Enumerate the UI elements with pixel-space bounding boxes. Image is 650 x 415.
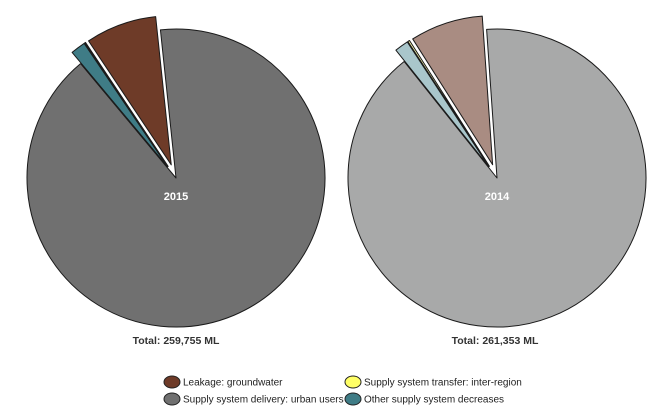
pie-slice-leakage-groundwater	[88, 16, 172, 166]
legend-item: Supply system delivery: urban users	[163, 392, 344, 406]
legend-item: Other supply system decreases	[344, 392, 504, 406]
legend-label: Leakage: groundwater	[183, 378, 283, 389]
pie-chart-2015	[26, 16, 326, 328]
pie-slice-supply-system-transfer-inter-region	[407, 39, 490, 167]
legend-label: Supply system delivery: urban users	[183, 395, 344, 406]
legend-item: Supply system transfer: inter-region	[344, 375, 522, 389]
pie-chart-2014	[347, 15, 647, 328]
legend-swatch	[163, 392, 181, 406]
pie-total-label: Total: 261,353 ML	[452, 335, 539, 347]
legend-swatch	[344, 392, 362, 406]
pie-slice-supply-system-transfer-inter-region	[84, 41, 169, 167]
pie-center-label: 2015	[164, 191, 188, 203]
pie-slice-supply-system-delivery-urban-users	[347, 28, 647, 328]
pie-center-label: 2014	[485, 191, 510, 203]
legend-item: Leakage: groundwater	[163, 375, 283, 389]
pie-slice-supply-system-delivery-urban-users	[26, 28, 326, 328]
legend: Leakage: groundwater Supply system trans…	[163, 375, 522, 406]
legend-swatch	[344, 375, 362, 389]
pie-total-label: Total: 259,755 ML	[133, 335, 220, 347]
pie-slice-leakage-groundwater	[412, 15, 494, 166]
legend-label: Other supply system decreases	[364, 395, 504, 406]
pie-slice-other-supply-system-decreases	[71, 42, 169, 168]
legend-label: Supply system transfer: inter-region	[364, 378, 522, 389]
pie-slice-other-supply-system-decreases	[395, 41, 490, 168]
legend-swatch	[163, 375, 181, 389]
